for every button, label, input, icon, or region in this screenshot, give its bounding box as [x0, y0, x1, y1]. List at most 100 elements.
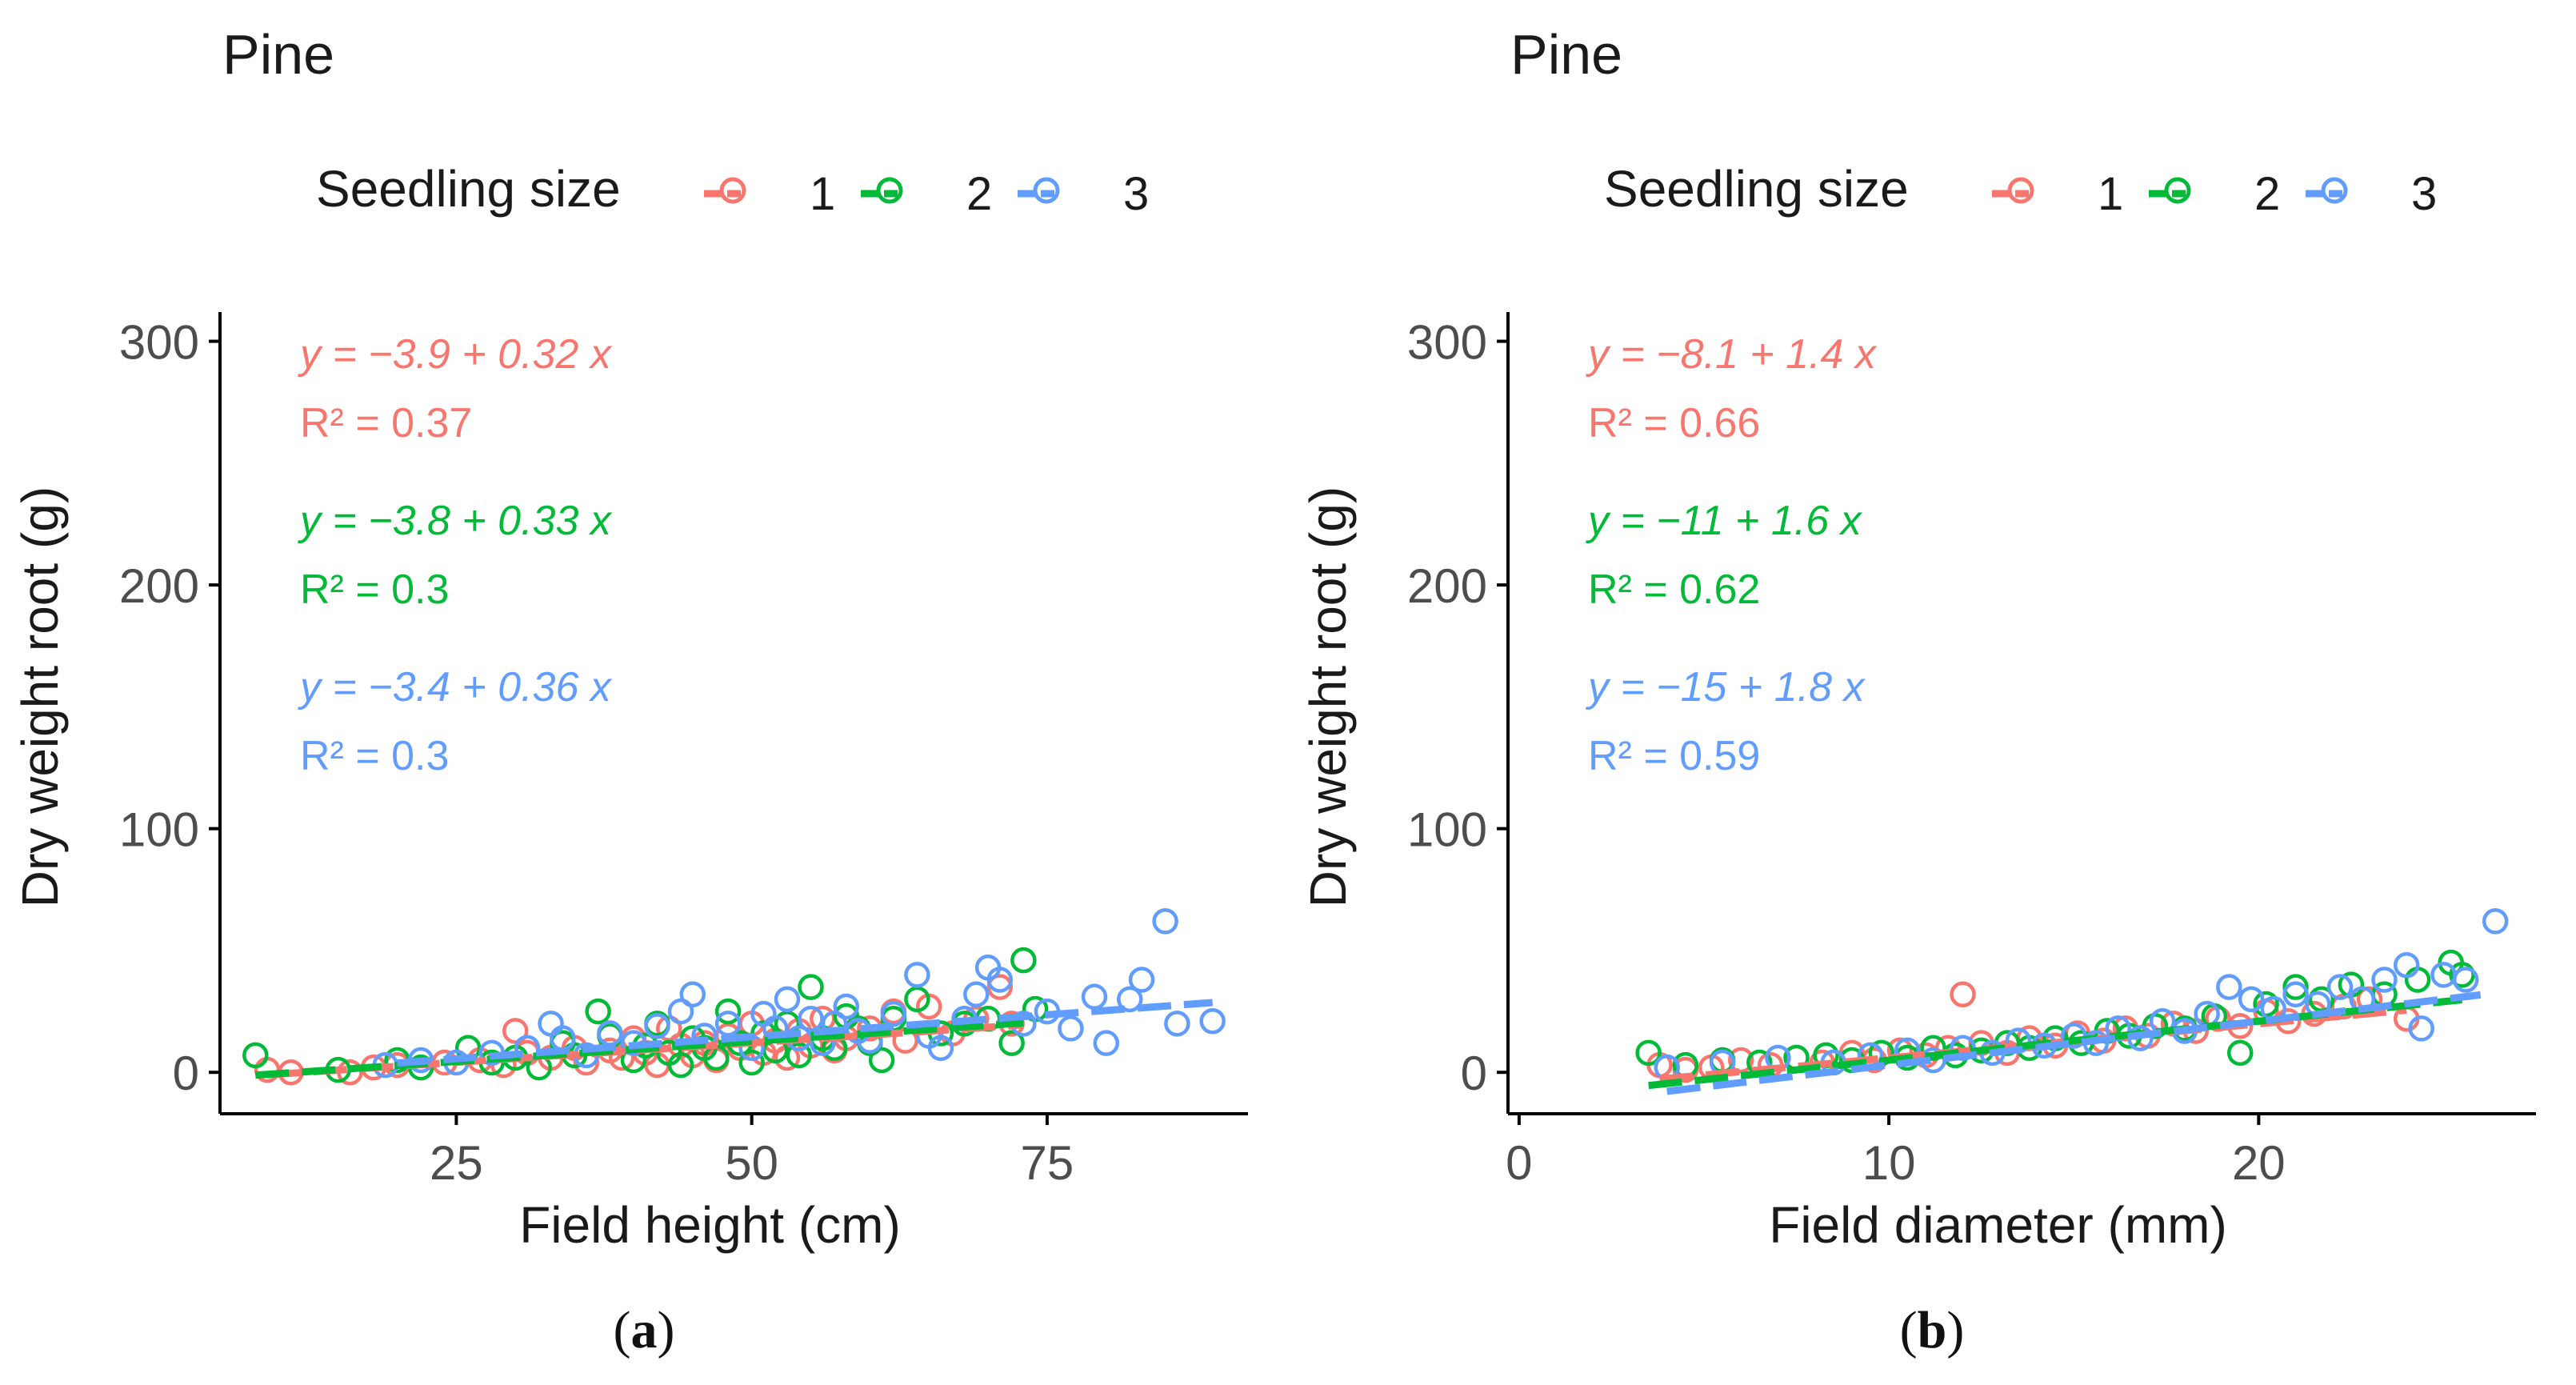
data-point [1950, 981, 1976, 1008]
y-tick-label: 200 [119, 559, 199, 613]
data-point [868, 1047, 895, 1074]
y-axis-label: Dry weight root (g) [1299, 486, 1357, 907]
data-point [2408, 1015, 2434, 1042]
r-squared-3: R² = 0.59 [1588, 733, 1760, 779]
legend-label: 1 [2098, 168, 2123, 220]
data-point [986, 967, 1014, 993]
legend-label: 3 [1123, 168, 1149, 220]
legend-title: Seedling size [1604, 160, 1909, 218]
data-point [998, 1030, 1025, 1056]
equation-3: y = −3.4 + 0.36 x [298, 664, 613, 711]
caption-a: (a) [613, 1301, 675, 1359]
data-point [927, 1035, 954, 1062]
data-point [1635, 1039, 1662, 1067]
equation-2: y = −3.8 + 0.33 x [298, 498, 613, 544]
data-point [2226, 1039, 2254, 1067]
legend-key-point [2164, 177, 2191, 204]
data-point [714, 998, 742, 1025]
data-point [2105, 1015, 2131, 1042]
legend-key-point [2007, 177, 2034, 204]
data-point [1152, 908, 1178, 935]
data-point [2238, 986, 2265, 1013]
series-3-fit-line [1666, 991, 2482, 1095]
data-point [502, 1018, 529, 1044]
data-point [1058, 1015, 1084, 1042]
data-point [2404, 967, 2431, 993]
legend-item-3: 3 [1018, 168, 1149, 220]
data-point [2449, 962, 2475, 988]
data-point [1920, 1035, 1946, 1062]
legend-key-point [876, 177, 903, 204]
chart-title: Pine [222, 23, 334, 86]
r-squared-3: R² = 0.3 [300, 733, 449, 779]
legend-item-1: 1 [1992, 168, 2123, 220]
data-point [2326, 974, 2354, 1000]
chart-panel-b: Pine Seedling size 1 2 3 0 100 200 300 0 10 20 Field… [1288, 0, 2576, 1300]
y-tick-label: 300 [119, 316, 199, 370]
chart-b: Pine Seedling size 1 2 3 0 100 200 300 0 10 20Field… [1299, 23, 2536, 1254]
data-point [880, 1000, 907, 1027]
data-point [2060, 1023, 2087, 1049]
legend-key-point [1033, 177, 1060, 204]
legend-key-point [2321, 177, 2348, 204]
legend: Seedling size 1 2 3 [316, 160, 1149, 220]
legend-key-point [719, 177, 746, 204]
legend-label: 3 [2411, 168, 2437, 220]
y-tick-label: 0 [1461, 1047, 1487, 1100]
r-squared-1: R² = 0.37 [300, 400, 472, 446]
x-axis-label: Field height (cm) [519, 1196, 901, 1254]
x-tick-label: 10 [1862, 1136, 1916, 1190]
data-point [644, 1013, 670, 1039]
data-point [786, 1042, 812, 1069]
data-point [833, 993, 860, 1020]
x-axis-label: Field diameter (mm) [1769, 1196, 2227, 1254]
data-point [667, 998, 694, 1025]
legend-label: 1 [810, 168, 835, 220]
data-point [2393, 951, 2420, 979]
y-tick-label: 100 [119, 803, 199, 857]
data-point [585, 998, 611, 1025]
data-point [2216, 974, 2242, 1000]
data-point [714, 1011, 742, 1037]
x-tick-label: 20 [2232, 1136, 2286, 1190]
series-3-fit-line [397, 999, 1214, 1067]
x-tick-label: 75 [1021, 1136, 1074, 1190]
legend-item-1: 1 [704, 168, 835, 220]
legend-title: Seedling size [316, 160, 621, 218]
data-point [904, 962, 930, 988]
data-point [798, 974, 824, 1000]
equation-1: y = −3.9 + 0.32 x [298, 331, 613, 378]
chart-title: Pine [1510, 23, 1622, 86]
x-tick-label: 25 [430, 1136, 483, 1190]
data-point [2482, 908, 2509, 935]
caption-b: (b) [1899, 1301, 1965, 1359]
x-tick-label: 50 [725, 1136, 778, 1190]
data-point [904, 986, 930, 1013]
data-point [1093, 1030, 1120, 1056]
data-point [538, 1011, 564, 1037]
data-point [1010, 947, 1037, 974]
legend-item-2: 2 [861, 168, 992, 220]
data-point [1727, 1047, 1754, 1074]
data-point [986, 974, 1014, 1000]
y-axis-label: Dry weight root (g) [11, 486, 69, 907]
data-point [774, 986, 801, 1013]
data-point [738, 1049, 765, 1076]
chart-panel-a: Pine Seedling size 1 2 3 0 100 200 300 25 50 75 Fiel… [0, 0, 1288, 1300]
r-squared-1: R² = 0.66 [1588, 400, 1760, 446]
x-tick-label: 0 [1506, 1136, 1532, 1190]
data-point [1128, 967, 1155, 993]
data-point [2371, 967, 2398, 993]
data-point [798, 1005, 824, 1032]
y-tick-label: 200 [1407, 559, 1487, 613]
y-tick-label: 0 [173, 1047, 199, 1100]
legend-label: 2 [2254, 168, 2280, 220]
equation-2: y = −11 + 1.6 x [1586, 498, 1863, 544]
legend-item-3: 3 [2306, 168, 2437, 220]
legend-item-2: 2 [2149, 168, 2280, 220]
r-squared-2: R² = 0.3 [300, 566, 449, 613]
data-point [1117, 986, 1143, 1013]
data-point [963, 981, 990, 1008]
legend: Seedling size 1 2 3 [1604, 160, 2437, 220]
data-point [679, 981, 706, 1008]
